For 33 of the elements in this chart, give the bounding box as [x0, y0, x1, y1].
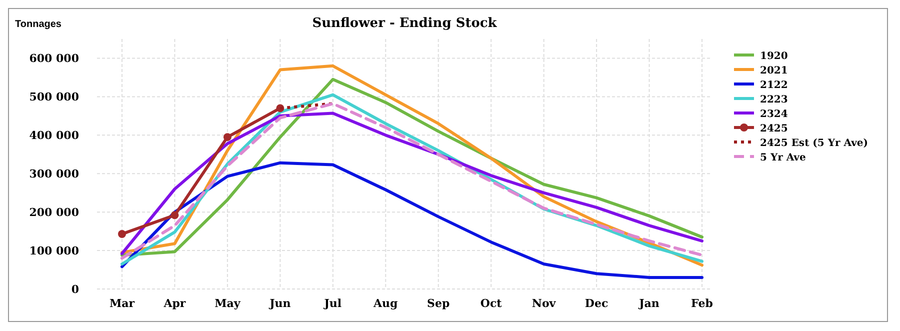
y-tick-label: 200 000	[29, 206, 80, 220]
point	[118, 230, 126, 238]
x-tick-label: Jul	[323, 297, 342, 310]
line-series	[120, 161, 704, 279]
x-tick-label: Mar	[109, 297, 135, 310]
x-tick-label: Dec	[584, 297, 608, 310]
x-tick-label: Jun	[268, 297, 291, 310]
y-tick-label: 0	[71, 283, 80, 296]
legend-label: 5 Yr Ave	[760, 152, 806, 164]
y-tick-label: 100 000	[29, 244, 80, 258]
x-tick-label: Aug	[372, 297, 398, 310]
legend-label: 2425 Est (5 Yr Ave)	[760, 138, 868, 149]
point	[223, 133, 232, 142]
x-tick-label: Nov	[532, 297, 556, 310]
y-tick-label: 300 000	[29, 168, 80, 181]
y-tick-label: 400 000	[29, 129, 80, 142]
legend-label: 1920	[760, 51, 788, 62]
x-tick-label: Apr	[162, 297, 186, 310]
x-tick-label: Feb	[691, 297, 714, 310]
legend-label: 2021	[760, 66, 788, 76]
legend-label: 2122	[760, 80, 788, 91]
point	[170, 211, 179, 220]
legend-label: 2324	[760, 109, 788, 120]
x-tick-label: May	[214, 297, 241, 310]
y-tick-label: 500 000	[29, 90, 80, 104]
y-axis-title: Tonnages	[15, 19, 62, 30]
y-tick-label: 600 000	[29, 52, 80, 66]
legend-label: 2223	[760, 94, 788, 106]
x-tick-label: Sep	[427, 297, 450, 310]
legend-label: 2425	[760, 124, 788, 134]
chart-title: Sunflower - Ending Stock	[312, 16, 498, 31]
x-tick-label: Jan	[638, 297, 660, 310]
x-tick-label: Oct	[480, 297, 503, 310]
